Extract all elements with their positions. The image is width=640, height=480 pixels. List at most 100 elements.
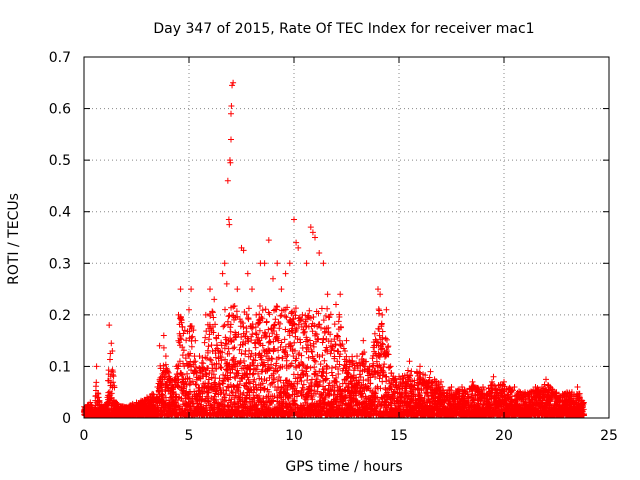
data-point-fill xyxy=(174,373,181,380)
data-point-fill xyxy=(307,364,314,371)
data-point-fill xyxy=(221,322,228,329)
data-point-fill xyxy=(318,305,325,312)
data-point-fill xyxy=(207,312,214,319)
data-point-fill xyxy=(272,316,279,323)
data-point-fill xyxy=(324,305,331,312)
data-point-fill xyxy=(192,364,199,371)
data-point-fill xyxy=(206,331,213,338)
data-point-fill xyxy=(306,307,313,314)
data-point-fill xyxy=(165,369,172,376)
data-point-fill xyxy=(259,307,266,314)
data-point-fill xyxy=(179,352,186,359)
data-point-fill xyxy=(183,337,190,344)
data-point-fill xyxy=(240,357,247,364)
data-point-fill xyxy=(160,344,167,351)
data-point-fill xyxy=(176,358,183,365)
data-point-fill xyxy=(206,380,213,387)
data-point-fill xyxy=(201,388,208,395)
data-point-fill xyxy=(186,328,193,335)
data-point-fill xyxy=(187,389,194,396)
data-point-fill xyxy=(268,361,275,368)
data-point-fill xyxy=(179,372,186,378)
data-point-fill xyxy=(200,360,207,367)
data-point-fill xyxy=(110,373,117,380)
data-point-fill xyxy=(163,365,170,372)
data-point-fill xyxy=(359,350,366,357)
data-point-fill xyxy=(408,368,415,375)
data-point-fill xyxy=(196,364,203,371)
data-point-fill xyxy=(224,318,231,325)
data-point-fill xyxy=(230,345,237,352)
data-point-fill xyxy=(227,328,234,335)
data-point-fill xyxy=(227,321,234,328)
data-point-fill xyxy=(209,308,216,315)
data-point-fill xyxy=(205,343,212,350)
data-point-fill xyxy=(209,309,216,316)
data-point-fill xyxy=(319,352,326,359)
data-point-fill xyxy=(277,320,284,327)
data-point-fill xyxy=(201,339,208,346)
data-point-fill xyxy=(186,375,193,382)
data-point-fill xyxy=(180,330,187,337)
data-point-fill xyxy=(108,390,115,397)
data-point-fill xyxy=(192,381,199,388)
data-point-fill xyxy=(291,339,298,346)
data-point-fill xyxy=(180,347,187,354)
data-point-fill xyxy=(311,364,318,371)
data-point-fill xyxy=(335,318,342,325)
data-point-fill xyxy=(208,357,215,364)
data-point-fill xyxy=(173,393,180,400)
data-point-fill xyxy=(489,378,496,385)
data-point-fill xyxy=(176,339,183,346)
data-point-fill xyxy=(273,303,280,310)
x-axis-label: GPS time / hours xyxy=(285,459,402,475)
y-axis-label: ROTI / TECUs xyxy=(6,193,22,285)
data-point-fill xyxy=(222,306,229,313)
data-point-fill xyxy=(282,313,289,320)
data-point-fill xyxy=(206,321,213,328)
data-point-fill xyxy=(189,333,196,340)
data-point-fill xyxy=(174,397,181,404)
data-point-fill xyxy=(195,374,202,381)
data-point-fill xyxy=(331,321,338,328)
data-point-fill xyxy=(326,314,333,321)
data-point-fill xyxy=(281,336,288,343)
data-point-fill xyxy=(163,381,170,388)
data-point-fill xyxy=(386,364,393,371)
data-point-fill xyxy=(192,358,199,365)
data-point-fill xyxy=(111,384,118,391)
data-point-fill xyxy=(162,361,169,368)
data-point-fill xyxy=(178,319,185,326)
data-point-fill xyxy=(177,332,184,339)
data-point-fill xyxy=(328,369,335,376)
data-point-fill xyxy=(310,314,317,321)
data-point-fill xyxy=(382,335,389,342)
data-point-fill xyxy=(381,361,388,368)
data-point-fill xyxy=(376,375,383,382)
data-point-fill xyxy=(106,356,113,363)
data-point-fill xyxy=(179,324,186,331)
data-point-fill xyxy=(164,368,171,375)
data-point-fill xyxy=(305,354,312,361)
data-point-fill xyxy=(193,381,200,388)
data-point-fill xyxy=(192,368,199,375)
data-point-fill xyxy=(252,344,259,351)
data-point-fill xyxy=(230,382,237,389)
data-point-fill xyxy=(110,379,117,386)
data-point-fill xyxy=(320,336,327,343)
data-point-fill xyxy=(210,396,217,403)
data-point-fill xyxy=(297,339,304,346)
data-point-fill xyxy=(190,327,197,334)
data-point-fill xyxy=(270,307,277,314)
data-point-fill xyxy=(178,336,185,343)
data-point-fill xyxy=(321,357,328,364)
data-point-fill xyxy=(210,314,217,321)
data-point-fill xyxy=(205,398,212,405)
chart-title: Day 347 of 2015, Rate Of TEC Index for r… xyxy=(153,21,534,37)
data-markers xyxy=(81,79,587,419)
data-point-fill xyxy=(187,350,194,357)
data-point-fill xyxy=(193,369,200,376)
data-point-fill xyxy=(256,302,263,309)
